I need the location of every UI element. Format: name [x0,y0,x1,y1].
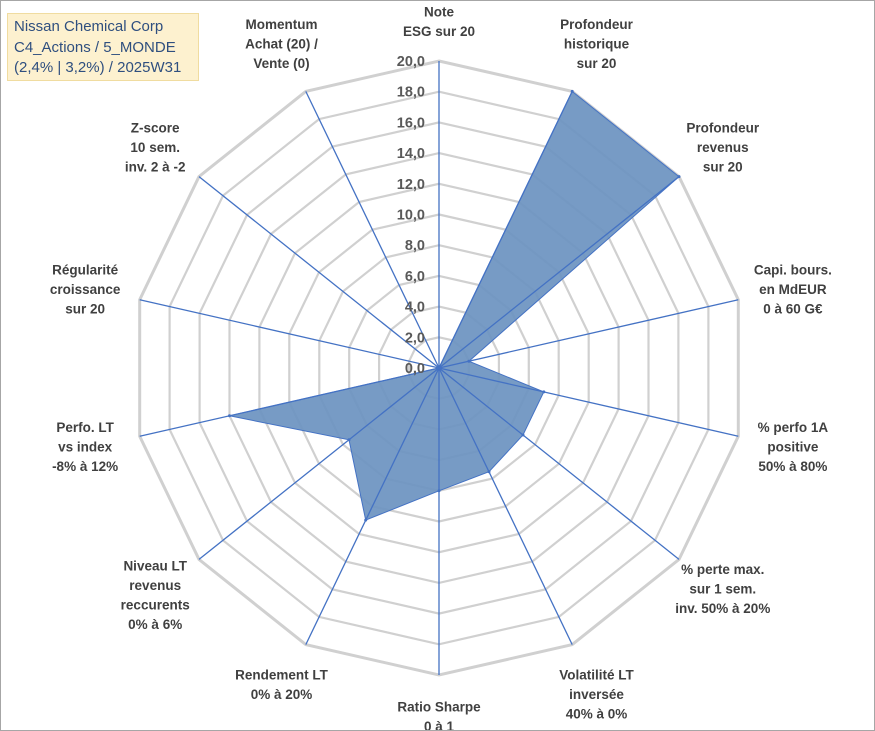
axis-spoke [438,299,739,369]
axis-label-line: 0 à 1 [424,719,455,730]
axis-label: Momentum Achat (20) / Vente (0) [245,17,318,71]
axis-label-line: inv. 2 à -2 [125,159,186,174]
tick-label: 12,0 [397,177,425,193]
tick-label: 8,0 [405,238,425,254]
axis-label: Profondeur revenus sur 20 [686,120,759,174]
axis-spoke [198,176,440,369]
data-point [487,470,491,474]
axis-label-line: 50% à 80% [758,459,827,474]
axis-label-line: Profondeur [686,120,759,135]
tick-label: 16,0 [397,115,425,131]
data-point [521,433,525,437]
tick-label: 0,0 [405,361,425,377]
axis-spoke [438,367,739,437]
data-area [229,90,680,521]
axis-label: Profondeur historique sur 20 [560,17,633,71]
axis-label-line: inversée [569,687,624,702]
axis-label-line: Rendement LT [235,667,329,682]
axis-label-line: Ratio Sharpe [397,700,481,715]
axis-label: % perfo 1A positive 50% à 80% [758,420,829,474]
data-point [570,89,574,93]
chart-title-line-1: Nissan Chemical Corp [14,18,164,35]
data-point [467,359,471,363]
tick-label: 10,0 [397,208,425,224]
data-point [437,489,441,493]
axis-label-line: ESG sur 20 [403,24,475,39]
axis-label-line: historique [564,37,630,52]
axis-label-line: Volatilité LT [559,667,634,682]
chart-title-line-2: C4_Actions / 5_MONDE [14,38,176,56]
axis-label-line: sur 20 [65,301,105,316]
axis-label-line: 40% à 0% [566,706,628,721]
axis-label-line: Z-score [131,120,180,135]
axis-spoke [139,299,440,369]
axis-label-line: sur 1 sem. [689,582,756,597]
axis-label-line: inv. 50% à 20% [675,601,770,616]
axis-label: Note ESG sur 20 [403,5,475,40]
tick-label: 4,0 [405,300,425,316]
axis-label-line: Vente (0) [253,56,309,71]
axis-label-line: 0% à 6% [128,617,182,632]
data-point [437,366,441,370]
axis-label-line: Régularité [52,262,119,277]
axis-spoke [438,367,680,560]
tick-label: 6,0 [405,269,425,285]
axis-label: Capi. bours. en MdEUR 0 à 60 G€ [754,262,832,316]
axis-label: Ratio Sharpe 0 à 1 [397,700,481,731]
axis-label: Régularité croissance sur 20 [50,262,121,316]
axis-label-line: en MdEUR [759,282,827,297]
data-point [364,518,368,522]
axis-label-line: Capi. bours. [754,262,832,277]
tick-label: 18,0 [397,85,425,101]
axis-spoke [139,367,440,437]
axis-label-line: Achat (20) / [245,37,318,52]
axis-label-line: % perfo 1A [758,420,829,435]
axis-label-line: positive [767,440,819,455]
axis-spoke [198,367,440,560]
axis-label: % perte max. sur 1 sem. inv. 50% à 20% [675,562,770,616]
axis-label-line: Profondeur [560,17,633,32]
axis-label-line: croissance [50,282,121,297]
axis-label-line: Note [424,5,454,20]
axis-spoke [305,367,440,645]
data-point [347,438,351,442]
axis-label-line: 0% à 20% [251,687,313,702]
data-point [228,414,231,418]
axis-label-line: 10 sem. [130,140,180,155]
axis-label: Volatilité LT inversée 40% à 0% [559,667,634,721]
axis-label-line: sur 20 [703,159,743,174]
axis-label-line: vs index [58,440,113,455]
axis-label-line: Momentum [246,17,318,32]
axis-spoke [438,91,573,369]
axis-label-line: Niveau LT [123,559,187,574]
axis-label-line: -8% à 12% [52,459,118,474]
axis-spoke [438,367,573,645]
data-point [542,390,546,394]
tick-label: 14,0 [397,146,425,162]
axis-label-line: Perfo. LT [56,420,114,435]
axis-label: Niveau LT revenus reccurents 0% à 6% [121,559,190,633]
data-point [677,175,681,179]
axis-label-line: sur 20 [577,56,617,71]
axis-label-line: 0 à 60 G€ [763,301,823,316]
axis-label: Z-score 10 sem. inv. 2 à -2 [125,120,186,174]
axis-label-line: revenus [129,578,181,593]
chart-title-box: Nissan Chemical Corp C4_Actions / 5_MOND… [7,13,199,81]
axis-label-line: % perte max. [681,562,764,577]
tick-label: 2,0 [405,330,425,346]
chart-title-line-3: (2,4% | 3,2%) / 2025W31 [14,59,182,76]
axis-label-line: reccurents [121,598,190,613]
axis-label-line: revenus [697,140,749,155]
axis-label: Perfo. LT vs index -8% à 12% [52,420,118,474]
axis-label: Rendement LT 0% à 20% [235,667,329,702]
axis-spoke [438,176,680,369]
tick-label: 20,0 [397,54,425,70]
axis-spoke [305,91,440,369]
